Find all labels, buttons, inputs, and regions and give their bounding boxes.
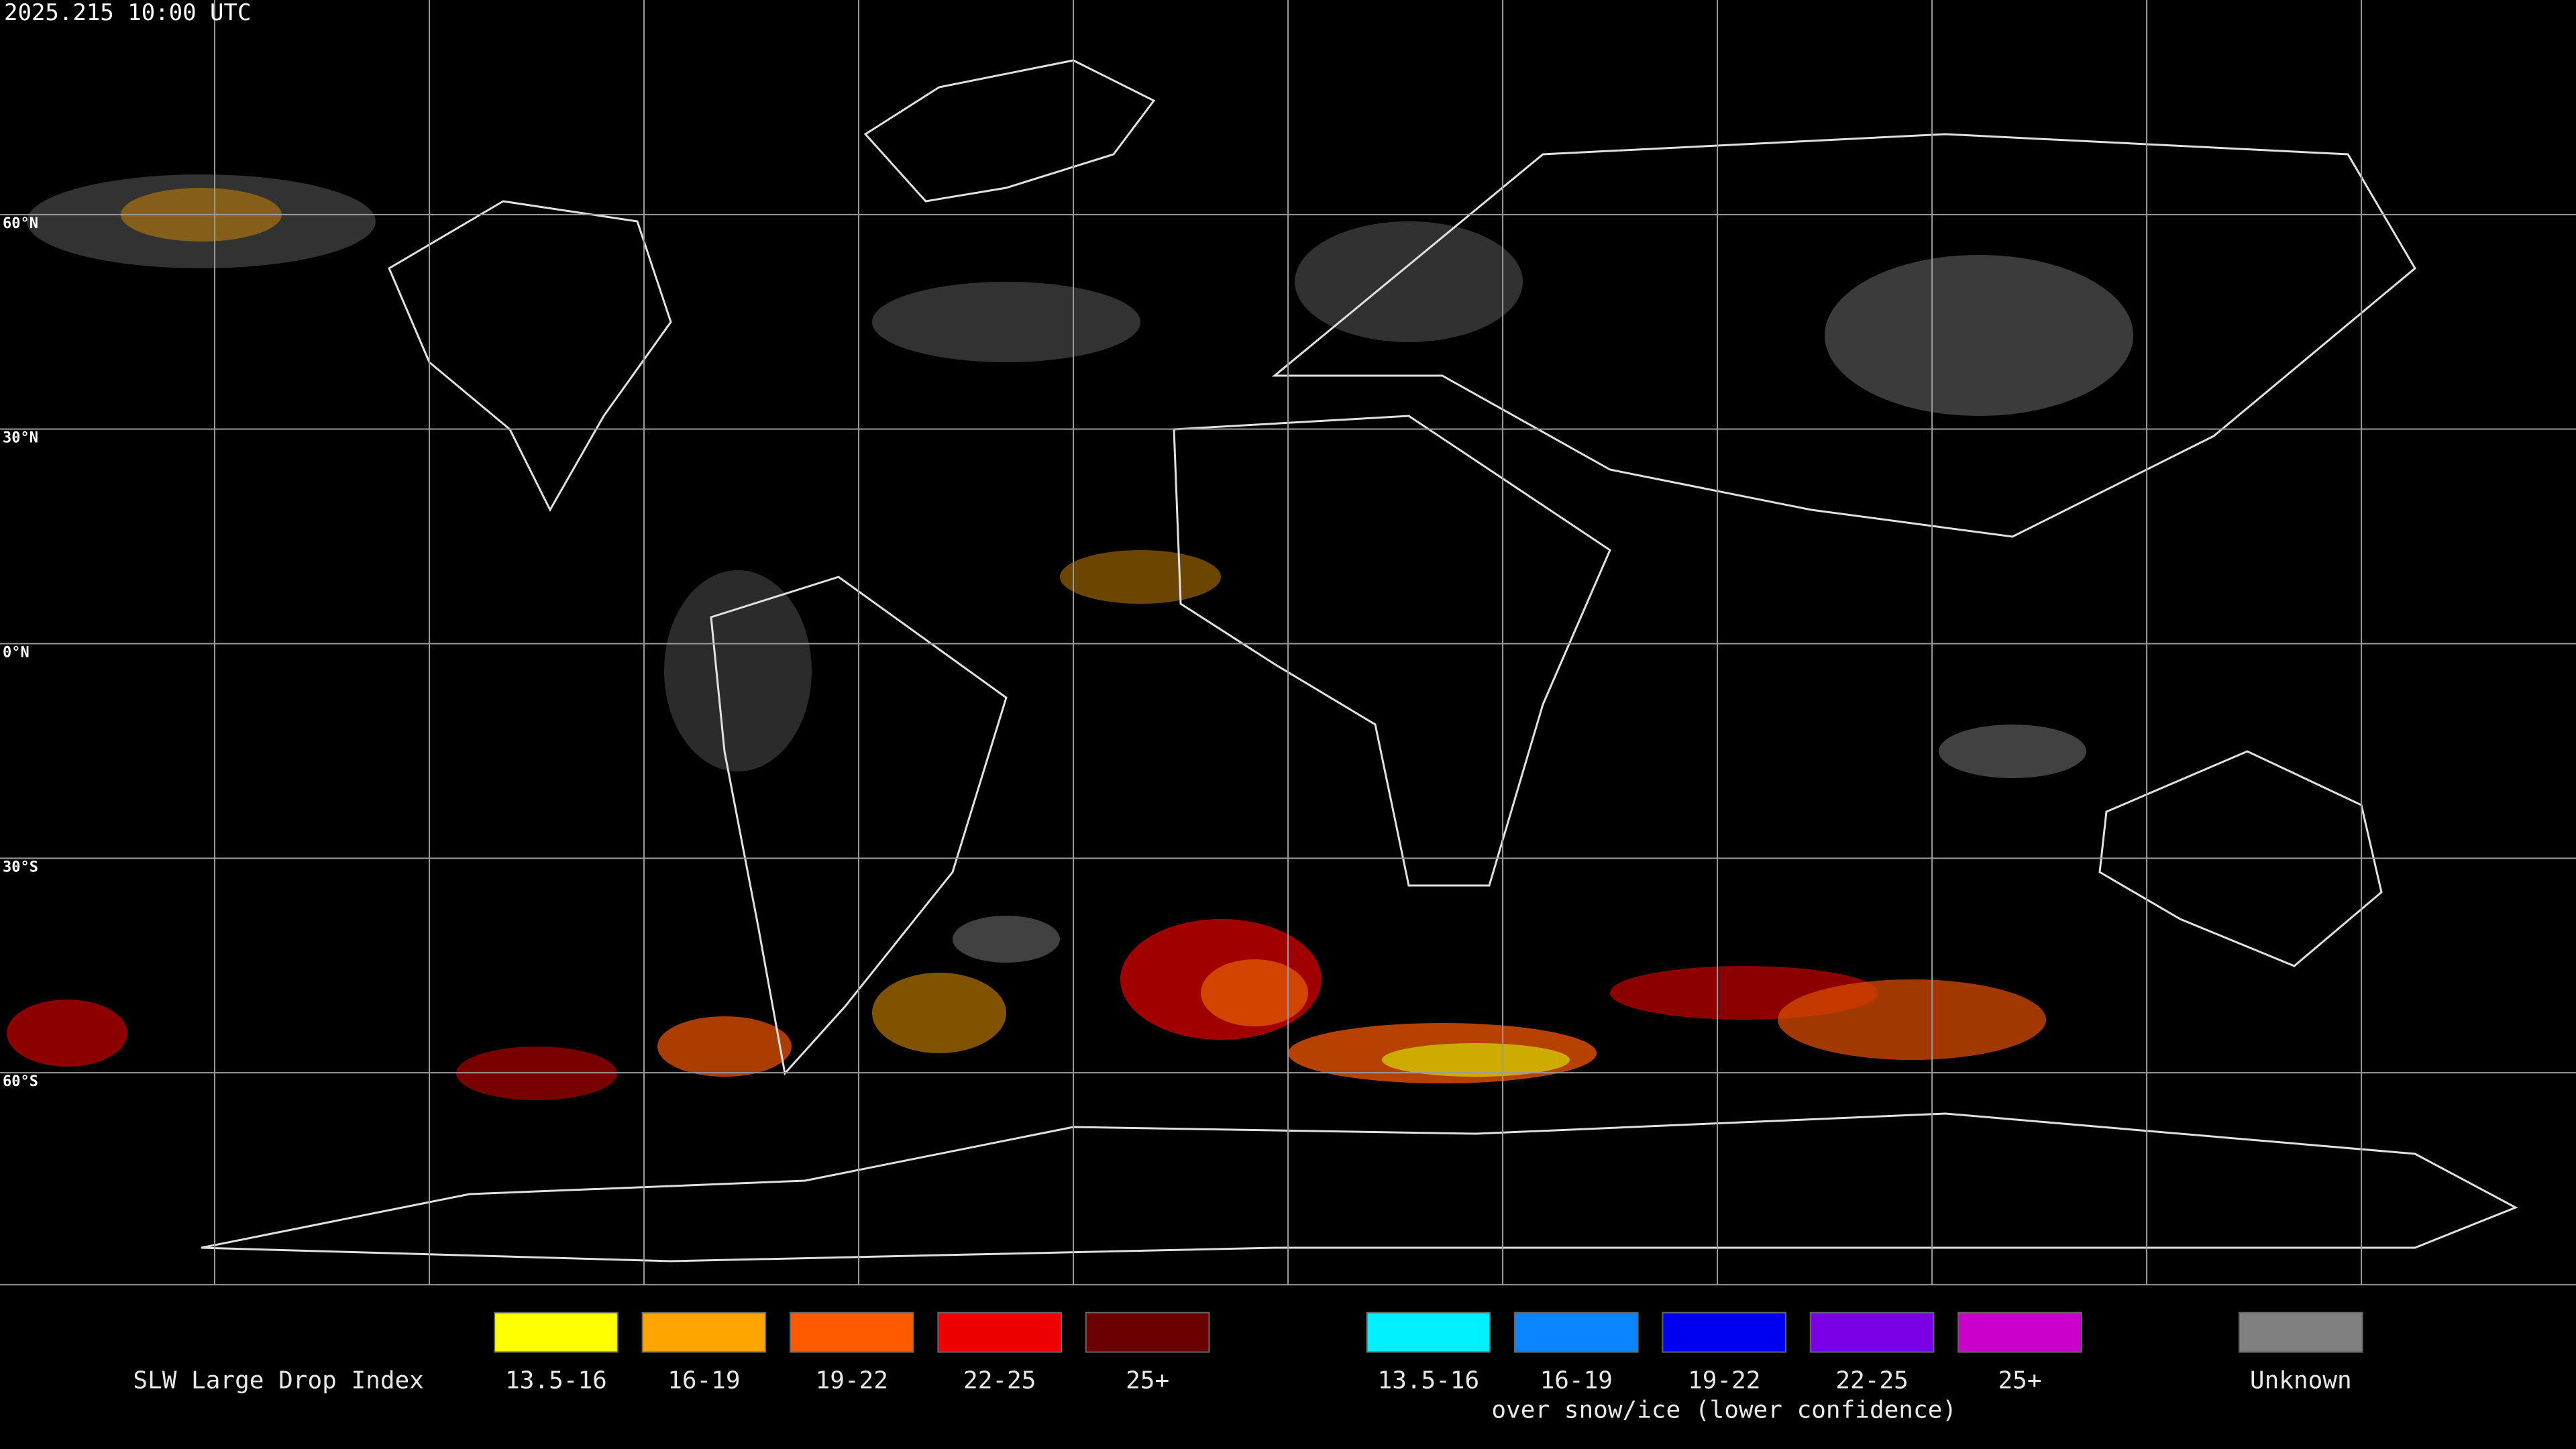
legend-swatch	[1809, 1311, 1935, 1353]
timestamp: 2025.215 10:00 UTC	[4, 0, 251, 26]
latitude-label: 60°S	[3, 1073, 38, 1090]
legend-label: 13.5-16	[1378, 1366, 1480, 1394]
graticule: 60°N 30°N 0°N 30°S 60°S	[0, 0, 2576, 1286]
coastlines	[201, 59, 2518, 1263]
legend-caption: over snow/ice (lower confidence)	[1491, 1396, 1957, 1424]
legend-label: 25+	[1126, 1366, 1169, 1394]
legend-label: 19-22	[1688, 1366, 1760, 1394]
legend-label: 16-19	[667, 1366, 740, 1394]
legend-label: 16-19	[1540, 1366, 1613, 1394]
legend-swatch	[494, 1311, 619, 1353]
legend: SLW Large Drop Index 13.5-16 16-19 19-22 22-…	[133, 1311, 2363, 1424]
legend-label: 22-25	[1835, 1366, 1908, 1394]
legend-label: 25+	[1998, 1366, 2042, 1394]
legend-title: SLW Large Drop Index	[133, 1366, 423, 1394]
legend-swatch	[1085, 1311, 1210, 1353]
latitude-label: 60°N	[3, 215, 38, 232]
legend-swatch	[1513, 1311, 1639, 1353]
legend-label: 13.5-16	[505, 1366, 607, 1394]
legend-swatch	[641, 1311, 767, 1353]
legend-swatch	[1957, 1311, 2082, 1353]
legend-label: 22-25	[963, 1366, 1036, 1394]
legend-swatch	[1366, 1311, 1491, 1353]
cloud-field	[7, 174, 2133, 1100]
legend-swatch	[1662, 1311, 1787, 1353]
legend-label: Unknown	[2250, 1366, 2352, 1394]
legend-swatch	[2238, 1311, 2363, 1353]
legend-swatch	[937, 1311, 1063, 1353]
latitude-label: 0°N	[3, 645, 30, 661]
legend-label: 19-22	[816, 1366, 888, 1394]
latitude-label: 30°N	[3, 430, 38, 447]
legend-swatch	[789, 1311, 914, 1353]
latitude-label: 30°S	[3, 859, 38, 875]
